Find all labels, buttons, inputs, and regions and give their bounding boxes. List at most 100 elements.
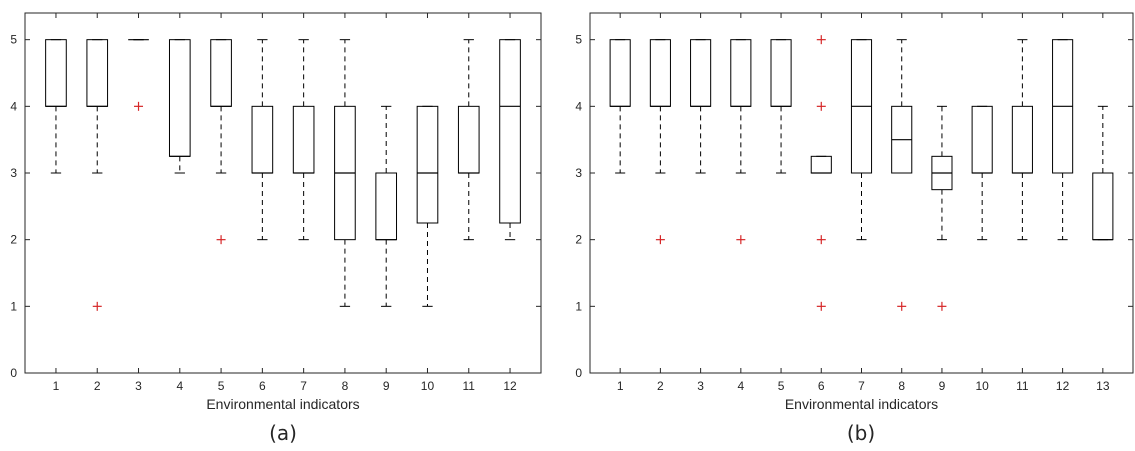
box-iqr bbox=[45, 39, 67, 107]
y-tick-label: 2 bbox=[575, 233, 582, 247]
box-6 bbox=[251, 39, 274, 241]
panel-caption: (b) bbox=[847, 421, 875, 445]
box-11 bbox=[1011, 39, 1033, 241]
box-10 bbox=[416, 105, 439, 307]
y-tick-label: 1 bbox=[10, 299, 17, 313]
box-iqr bbox=[609, 39, 631, 107]
x-tick-label: 11 bbox=[463, 379, 476, 393]
x-tick-label: 8 bbox=[898, 379, 905, 393]
outlier-marker bbox=[816, 101, 826, 111]
box-iqr bbox=[457, 105, 480, 174]
box-iqr bbox=[730, 39, 752, 107]
box-iqr bbox=[168, 39, 191, 157]
outlier-marker bbox=[937, 301, 947, 311]
box-11 bbox=[457, 39, 480, 241]
x-tick-label: 2 bbox=[94, 379, 101, 393]
y-tick-label: 0 bbox=[10, 366, 17, 380]
box-8 bbox=[891, 39, 913, 311]
box-9 bbox=[931, 105, 953, 311]
outlier-marker bbox=[816, 301, 826, 311]
box-iqr bbox=[649, 39, 671, 107]
box-5 bbox=[770, 39, 792, 174]
outlier-marker bbox=[816, 35, 826, 45]
x-tick-label: 12 bbox=[1056, 379, 1070, 393]
box-10 bbox=[971, 105, 993, 241]
x-tick-label: 11 bbox=[1016, 379, 1029, 393]
box-iqr bbox=[86, 39, 109, 107]
y-tick-label: 4 bbox=[575, 99, 582, 113]
outlier-marker bbox=[92, 301, 102, 311]
axes-frame bbox=[24, 12, 542, 374]
x-tick-label: 9 bbox=[939, 379, 946, 393]
x-tick-label: 3 bbox=[135, 379, 142, 393]
y-tick-label: 5 bbox=[10, 33, 17, 47]
x-tick-label: 4 bbox=[737, 379, 744, 393]
x-tick-label: 3 bbox=[697, 379, 704, 393]
x-tick-label: 5 bbox=[218, 379, 225, 393]
x-tick-label: 1 bbox=[617, 379, 624, 393]
box-4 bbox=[168, 39, 191, 174]
y-tick-label: 1 bbox=[575, 299, 582, 313]
y-tick-label: 2 bbox=[10, 233, 17, 247]
x-tick-label: 6 bbox=[818, 379, 825, 393]
y-tick-label: 5 bbox=[575, 33, 582, 47]
box-2 bbox=[649, 39, 671, 245]
box-iqr bbox=[210, 39, 232, 107]
x-tick-label: 10 bbox=[975, 379, 989, 393]
y-tick-label: 4 bbox=[10, 99, 17, 113]
x-axis-label: Environmental indicators bbox=[785, 396, 938, 412]
box-7 bbox=[850, 39, 873, 241]
box-12 bbox=[1052, 39, 1074, 241]
box-6 bbox=[810, 35, 832, 311]
y-tick-label: 0 bbox=[575, 366, 582, 380]
outlier-marker bbox=[655, 235, 665, 245]
box-iqr bbox=[770, 39, 792, 107]
x-axis-label: Environmental indicators bbox=[206, 396, 359, 412]
box-iqr bbox=[251, 105, 274, 174]
box-iqr bbox=[499, 39, 521, 224]
box-5 bbox=[210, 39, 232, 245]
box-iqr bbox=[1092, 172, 1114, 241]
box-13 bbox=[1092, 105, 1114, 241]
x-tick-label: 4 bbox=[176, 379, 183, 393]
box-iqr bbox=[690, 39, 712, 107]
x-tick-label: 7 bbox=[300, 379, 307, 393]
box-8 bbox=[334, 39, 356, 307]
outlier-marker bbox=[897, 301, 907, 311]
x-tick-label: 12 bbox=[503, 379, 517, 393]
box-iqr bbox=[1011, 105, 1033, 174]
x-tick-label: 1 bbox=[53, 379, 60, 393]
y-tick-label: 3 bbox=[575, 166, 582, 180]
x-tick-label: 13 bbox=[1096, 379, 1110, 393]
outlier-marker bbox=[216, 235, 226, 245]
x-tick-label: 5 bbox=[778, 379, 785, 393]
box-9 bbox=[375, 105, 398, 307]
box-iqr bbox=[416, 105, 439, 224]
box-1 bbox=[609, 39, 631, 174]
x-tick-label: 9 bbox=[383, 379, 390, 393]
outlier-marker bbox=[816, 235, 826, 245]
y-tick-label: 3 bbox=[10, 166, 17, 180]
x-tick-label: 7 bbox=[858, 379, 865, 393]
x-tick-label: 8 bbox=[342, 379, 349, 393]
box-1 bbox=[45, 39, 67, 174]
outlier-marker bbox=[134, 101, 144, 111]
box-3 bbox=[690, 39, 712, 174]
x-tick-label: 10 bbox=[421, 379, 435, 393]
box-2 bbox=[86, 39, 109, 311]
x-tick-label: 2 bbox=[657, 379, 664, 393]
panel-caption: (a) bbox=[269, 421, 297, 445]
box-4 bbox=[730, 39, 752, 245]
box-3 bbox=[128, 39, 149, 111]
x-tick-label: 6 bbox=[259, 379, 266, 393]
box-iqr bbox=[292, 105, 315, 174]
box-iqr bbox=[810, 155, 832, 174]
box-7 bbox=[292, 39, 315, 241]
outlier-marker bbox=[736, 235, 746, 245]
box-iqr bbox=[375, 172, 398, 241]
box-12 bbox=[499, 39, 521, 241]
box-iqr bbox=[971, 105, 993, 174]
